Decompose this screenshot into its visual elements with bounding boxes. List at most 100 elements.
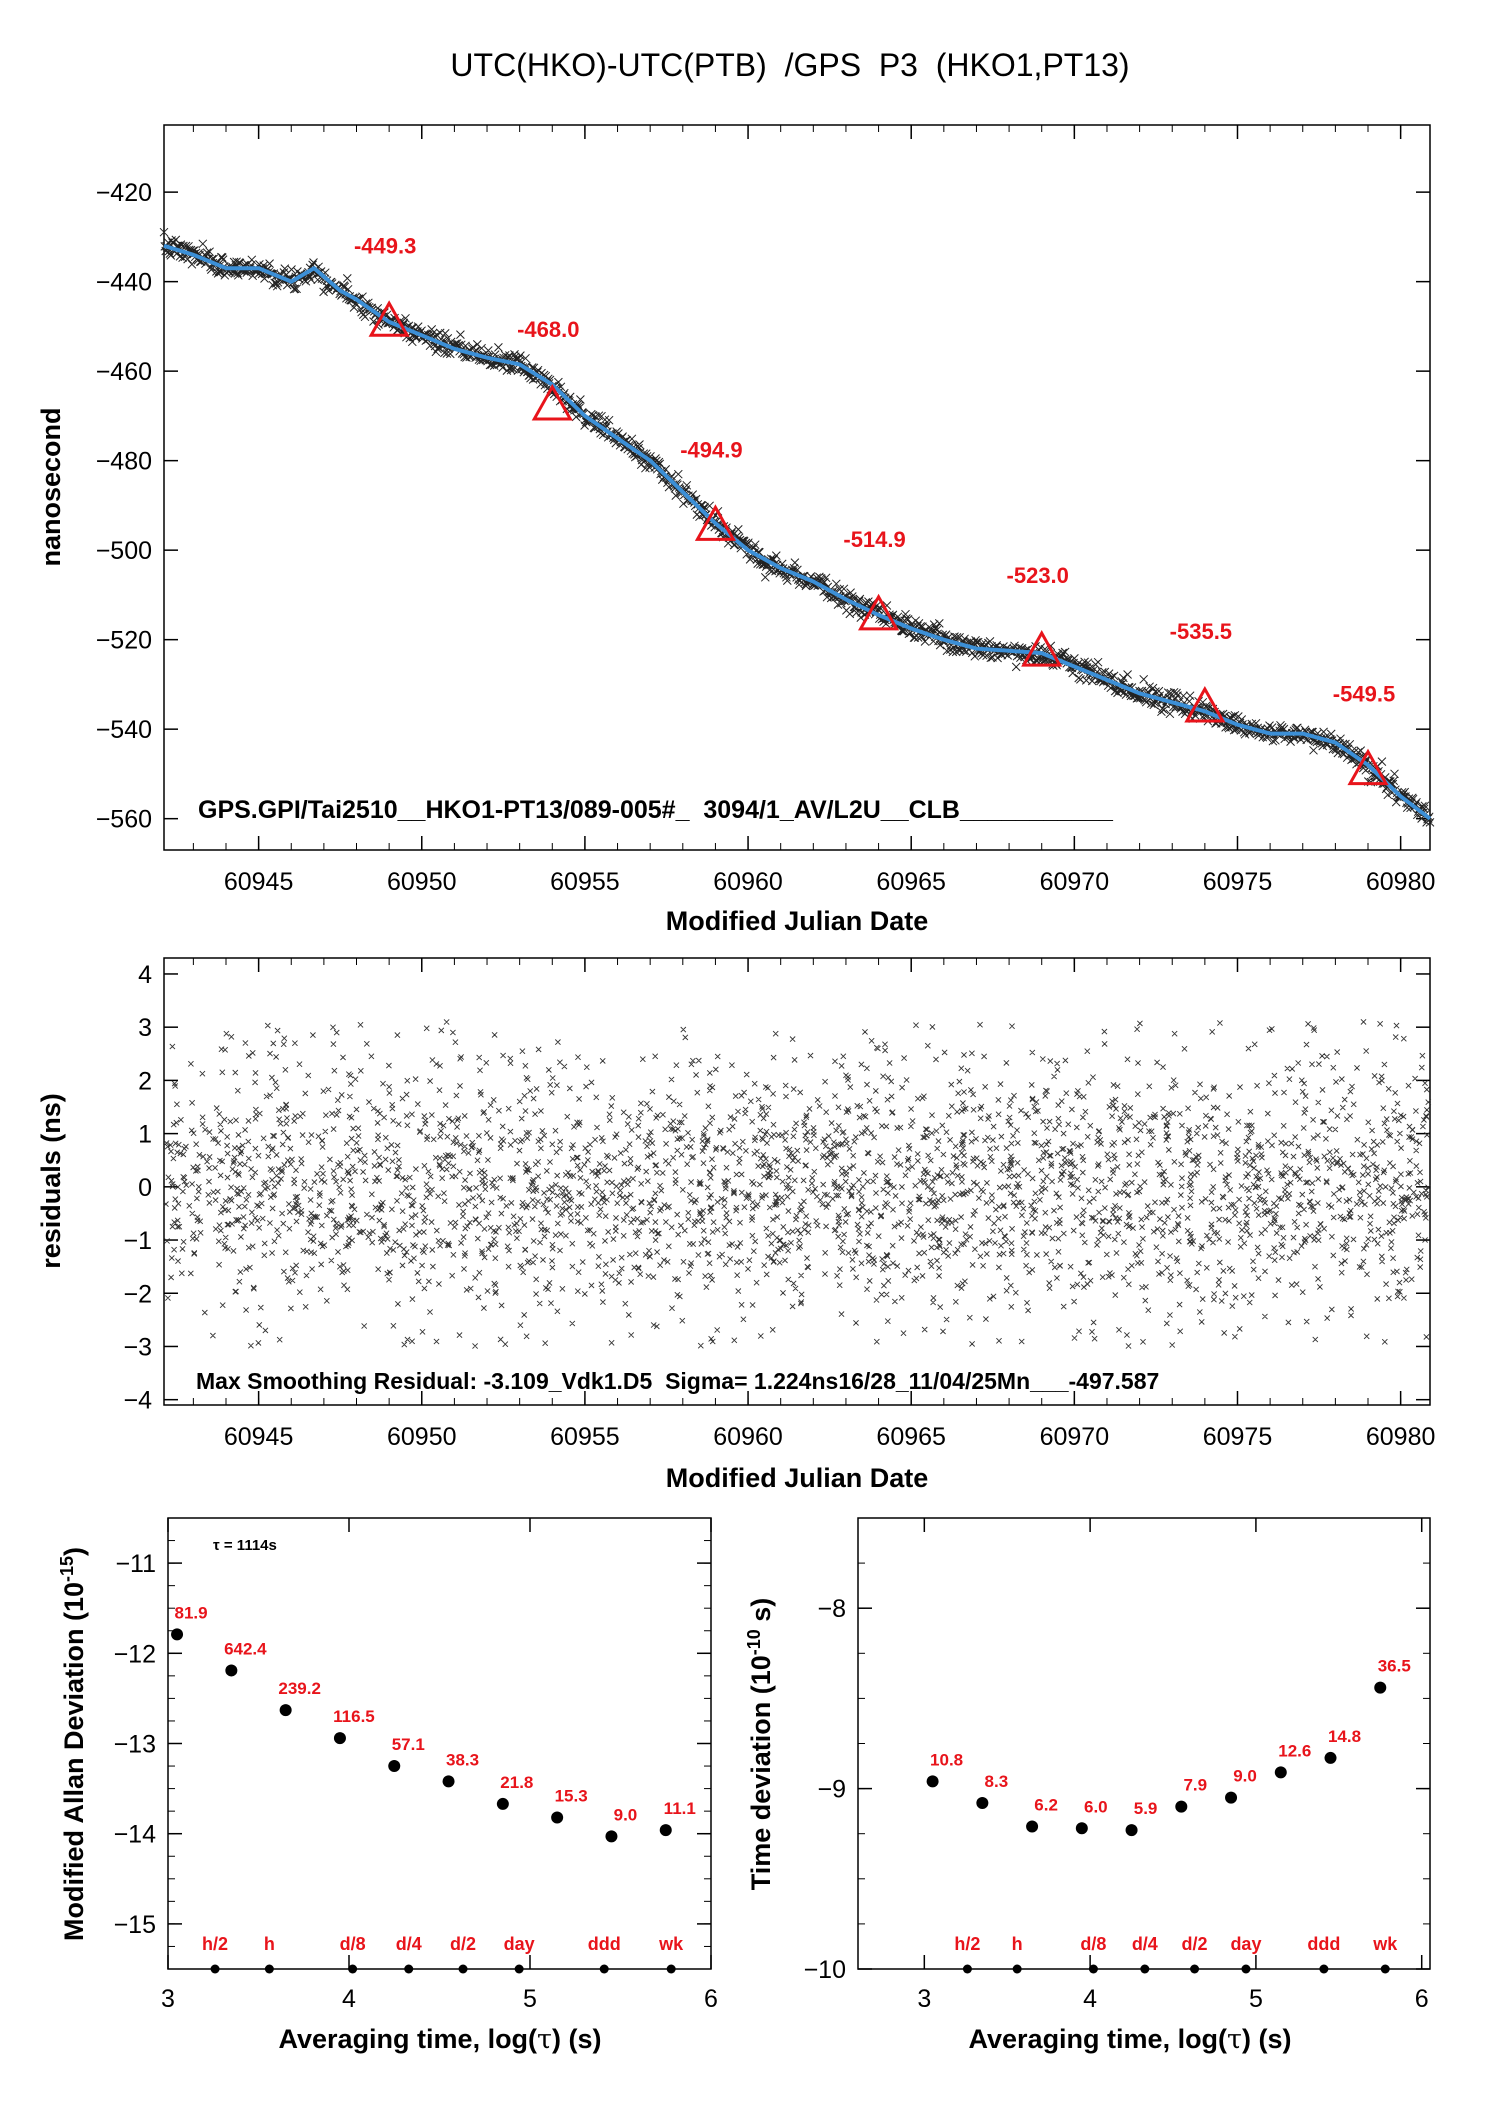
mdev-point-label: 116.5: [333, 1707, 375, 1726]
mdev-point: [333, 1732, 346, 1745]
mdev-time-marker-label: day: [504, 1934, 535, 1954]
residuals-x-tick-label: 60975: [1203, 1423, 1273, 1451]
tdev-time-marker-label: d/8: [1080, 1934, 1106, 1954]
mdev-time-marker-label: h: [264, 1934, 275, 1954]
offset-y-tick-label: −560: [96, 806, 152, 834]
residuals-y-tick-label: 0: [138, 1174, 152, 1202]
offset-annotation-triangle: [531, 383, 573, 421]
mdev-point-label: 642.4: [224, 1639, 267, 1658]
mdev-x-axis-label: Averaging time, log(τ) (s): [279, 2024, 602, 2055]
mdev-plot-frame: [167, 1517, 712, 1970]
mdev-tau-value: = 1114s: [220, 1537, 277, 1554]
mdev-x-label-sym: τ: [537, 2024, 552, 2055]
tdev-time-marker-dot: [1380, 1964, 1390, 1974]
tdev-point-label: 14.8: [1328, 1727, 1361, 1746]
mdev-point-label: 239.2: [278, 1679, 321, 1698]
mdev-tau-note: τ = 1114s: [213, 1537, 277, 1554]
mdev-tau-symbol: τ: [213, 1537, 220, 1554]
residuals-x-tick-label: 60970: [1040, 1423, 1110, 1451]
offset-caption: GPS.GPI/Tai2510__HKO1-PT13/089-005#_ 309…: [198, 796, 1114, 824]
tdev-point-label: 9.0: [1233, 1767, 1257, 1786]
offset-y-tick-label: −420: [96, 179, 152, 207]
offset-x-tick-label: 60980: [1366, 868, 1436, 896]
residuals-y-tick-label: −2: [123, 1280, 152, 1308]
mdev-y-tick-label: −13: [114, 1731, 156, 1759]
offset-measurement-markers: [159, 227, 1435, 827]
mdev-time-marker-label: h/2: [202, 1934, 228, 1954]
tdev-point-label: 8.3: [985, 1772, 1009, 1791]
offset-annotation-label: -535.5: [1170, 619, 1232, 644]
tdev-time-marker-label: ddd: [1307, 1934, 1340, 1954]
mdev-point-label: 57.1: [392, 1735, 425, 1754]
tdev-point: [1374, 1681, 1387, 1694]
tdev-point-label: 7.9: [1183, 1776, 1207, 1795]
mdev-y-tick-label: −14: [114, 1821, 157, 1849]
tdev-x-tick-label: 6: [1415, 1985, 1429, 2013]
offset-annotation-label: -468.0: [517, 317, 579, 342]
tdev-time-marker-dot: [1140, 1964, 1150, 1974]
tdev-time-marker-dot: [962, 1964, 972, 1974]
offset-x-tick-label: 60950: [387, 868, 457, 896]
mdev-time-marker-label: d/4: [396, 1934, 422, 1954]
offset-annotation-label: -494.9: [680, 437, 742, 462]
mdev-time-marker-dot: [264, 1964, 274, 1974]
offset-x-tick-label: 60965: [876, 868, 946, 896]
mdev-point-label: 21.8: [500, 1773, 533, 1792]
tdev-y-label-pre: Time deviation (10: [746, 1655, 776, 1890]
offset-x-tick-label: 60960: [713, 868, 783, 896]
tdev-point: [1026, 1820, 1039, 1833]
offset-x-tick-label: 60945: [224, 868, 294, 896]
mdev-point-label: 11.1: [664, 1799, 696, 1818]
mdev-point: [388, 1760, 401, 1773]
residuals-caption: Max Smoothing Residual: -3.109_Vdk1.D5 S…: [196, 1368, 1159, 1394]
offset-y-tick-label: −540: [96, 716, 152, 744]
mdev-point-label: 15.3: [555, 1786, 588, 1805]
tdev-y-tick-label: −9: [817, 1776, 846, 1804]
tdev-y-label-exp: -10: [744, 1629, 764, 1655]
offset-plot-frame: [163, 124, 1431, 851]
mdev-time-marker-label: d/8: [340, 1934, 366, 1954]
tdev-time-marker-label: d/4: [1132, 1934, 1158, 1954]
residuals-y-tick-label: −4: [123, 1387, 152, 1415]
tdev-point-label: 10.8: [930, 1750, 963, 1769]
mdev-time-marker-dot: [458, 1964, 468, 1974]
offset-annotation-triangle: [1184, 685, 1226, 723]
tdev-time-marker-dot: [1088, 1964, 1098, 1974]
residuals-y-tick-label: −3: [123, 1333, 152, 1361]
tdev-x-label-sym: τ: [1227, 2024, 1242, 2055]
offset-annotation-triangle: [1347, 748, 1389, 786]
tdev-x-tick-label: 3: [917, 1985, 931, 2013]
tdev-time-marker-label: d/2: [1182, 1934, 1208, 1954]
offset-y-tick-label: −520: [96, 627, 152, 655]
tdev-x-axis-label: Averaging time, log(τ) (s): [969, 2024, 1292, 2055]
tdev-time-marker-dot: [1012, 1964, 1022, 1974]
tdev-time-marker-dot: [1190, 1964, 1200, 1974]
tdev-point-label: 5.9: [1134, 1799, 1158, 1818]
residuals-x-tick-label: 60950: [387, 1423, 457, 1451]
offset-annotation-label: -514.9: [843, 527, 905, 552]
tdev-point: [1075, 1822, 1088, 1835]
offset-annotation-triangle: [858, 593, 900, 631]
residuals-plot-frame: [163, 957, 1431, 1406]
tdev-point-label: 6.2: [1034, 1795, 1058, 1814]
mdev-x-tick-label: 3: [161, 1985, 175, 2013]
offset-y-tick-label: −480: [96, 448, 152, 476]
tdev-y-tick-label: −10: [804, 1956, 846, 1984]
mdev-time-marker-label: d/2: [450, 1934, 476, 1954]
tdev-point: [1175, 1800, 1188, 1813]
tdev-point: [1125, 1824, 1138, 1837]
residuals-x-tick-label: 60955: [550, 1423, 620, 1451]
offset-annotation-triangle: [368, 300, 410, 337]
mdev-y-tick-label: −15: [114, 1911, 156, 1939]
residuals-y-axis-label: residuals (ns): [36, 1093, 66, 1269]
offset-x-tick-label: 60970: [1040, 868, 1110, 896]
offset-annotation-label: -449.3: [354, 233, 416, 258]
tdev-point: [976, 1797, 989, 1810]
mdev-time-marker-dot: [514, 1964, 524, 1974]
figure-title: UTC(HKO)-UTC(PTB) /GPS P3 (HKO1,PT13): [450, 47, 1129, 83]
tdev-x-label-post: ) (s): [1242, 2024, 1292, 2054]
offset-x-tick-label: 60975: [1203, 868, 1273, 896]
mdev-point: [496, 1797, 509, 1810]
mdev-chart: 3 4 5 6 −15 −14 −13 −12 −11 81.9 642.4 239.2 116.5 5…: [57, 1517, 718, 2055]
mdev-y-label-post: ): [59, 1547, 89, 1556]
